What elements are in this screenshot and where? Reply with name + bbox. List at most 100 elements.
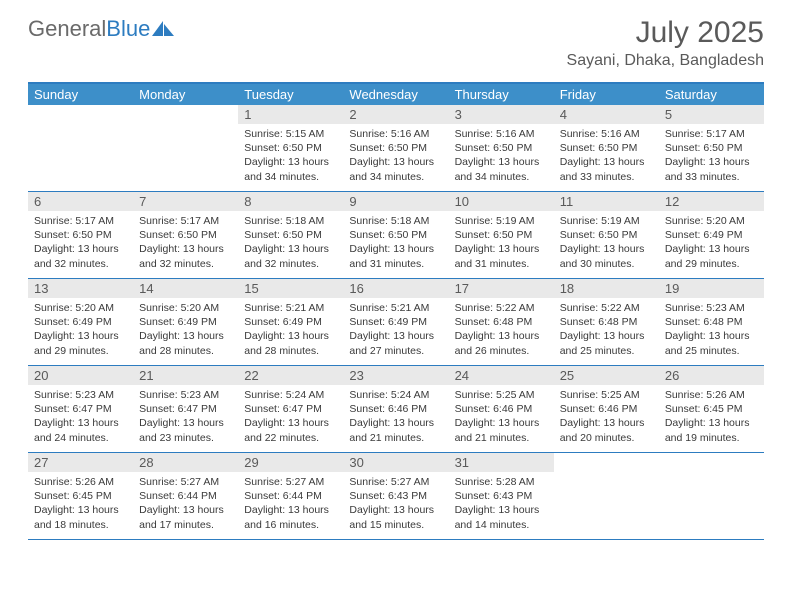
day-info: Sunrise: 5:25 AMSunset: 6:46 PMDaylight:… <box>449 385 554 445</box>
info-line-ss: Sunset: 6:50 PM <box>455 141 548 155</box>
info-line-d2: and 22 minutes. <box>244 431 337 445</box>
info-line-d2: and 28 minutes. <box>139 344 232 358</box>
day-number: 2 <box>343 105 448 124</box>
info-line-sr: Sunrise: 5:22 AM <box>455 301 548 315</box>
info-line-ss: Sunset: 6:48 PM <box>560 315 653 329</box>
info-line-d1: Daylight: 13 hours <box>139 242 232 256</box>
day-number: 21 <box>133 366 238 385</box>
month-title: July 2025 <box>567 16 764 50</box>
info-line-d1: Daylight: 13 hours <box>139 329 232 343</box>
day-number: 19 <box>659 279 764 298</box>
info-line-d1: Daylight: 13 hours <box>244 329 337 343</box>
info-line-d2: and 33 minutes. <box>665 170 758 184</box>
day-info: Sunrise: 5:19 AMSunset: 6:50 PMDaylight:… <box>554 211 659 271</box>
calendar-cell: 7Sunrise: 5:17 AMSunset: 6:50 PMDaylight… <box>133 192 238 278</box>
day-info: Sunrise: 5:16 AMSunset: 6:50 PMDaylight:… <box>554 124 659 184</box>
info-line-d1: Daylight: 13 hours <box>244 503 337 517</box>
info-line-d1: Daylight: 13 hours <box>34 329 127 343</box>
info-line-sr: Sunrise: 5:15 AM <box>244 127 337 141</box>
week-row: 6Sunrise: 5:17 AMSunset: 6:50 PMDaylight… <box>28 192 764 279</box>
day-number: 5 <box>659 105 764 124</box>
info-line-sr: Sunrise: 5:20 AM <box>139 301 232 315</box>
day-info: Sunrise: 5:16 AMSunset: 6:50 PMDaylight:… <box>343 124 448 184</box>
info-line-ss: Sunset: 6:46 PM <box>455 402 548 416</box>
info-line-d2: and 21 minutes. <box>349 431 442 445</box>
calendar-cell: 27Sunrise: 5:26 AMSunset: 6:45 PMDayligh… <box>28 453 133 539</box>
info-line-ss: Sunset: 6:50 PM <box>560 228 653 242</box>
calendar-cell: 8Sunrise: 5:18 AMSunset: 6:50 PMDaylight… <box>238 192 343 278</box>
day-header-tuesday: Tuesday <box>238 84 343 105</box>
day-info: Sunrise: 5:23 AMSunset: 6:47 PMDaylight:… <box>28 385 133 445</box>
day-number: 28 <box>133 453 238 472</box>
location: Sayani, Dhaka, Bangladesh <box>567 52 764 70</box>
day-info: Sunrise: 5:24 AMSunset: 6:47 PMDaylight:… <box>238 385 343 445</box>
info-line-d2: and 31 minutes. <box>349 257 442 271</box>
day-number: 9 <box>343 192 448 211</box>
day-number: 29 <box>238 453 343 472</box>
calendar-cell: 26Sunrise: 5:26 AMSunset: 6:45 PMDayligh… <box>659 366 764 452</box>
info-line-d2: and 32 minutes. <box>244 257 337 271</box>
info-line-d2: and 16 minutes. <box>244 518 337 532</box>
info-line-ss: Sunset: 6:49 PM <box>139 315 232 329</box>
day-number: 20 <box>28 366 133 385</box>
day-info: Sunrise: 5:17 AMSunset: 6:50 PMDaylight:… <box>28 211 133 271</box>
day-info: Sunrise: 5:22 AMSunset: 6:48 PMDaylight:… <box>449 298 554 358</box>
info-line-ss: Sunset: 6:48 PM <box>665 315 758 329</box>
calendar: SundayMondayTuesdayWednesdayThursdayFrid… <box>28 82 764 540</box>
day-number: 18 <box>554 279 659 298</box>
info-line-ss: Sunset: 6:49 PM <box>349 315 442 329</box>
day-number: 22 <box>238 366 343 385</box>
info-line-d2: and 34 minutes. <box>349 170 442 184</box>
calendar-cell: 6Sunrise: 5:17 AMSunset: 6:50 PMDaylight… <box>28 192 133 278</box>
day-info: Sunrise: 5:20 AMSunset: 6:49 PMDaylight:… <box>28 298 133 358</box>
day-header-saturday: Saturday <box>659 84 764 105</box>
info-line-ss: Sunset: 6:50 PM <box>244 228 337 242</box>
calendar-cell: 19 Sunrise: 5:23 AMSunset: 6:48 PMDayligh… <box>659 279 764 365</box>
week-row: 1Sunrise: 5:15 AMSunset: 6:50 PMDaylight… <box>28 105 764 192</box>
info-line-sr: Sunrise: 5:19 AM <box>560 214 653 228</box>
info-line-d2: and 30 minutes. <box>560 257 653 271</box>
calendar-cell: 1Sunrise: 5:15 AMSunset: 6:50 PMDaylight… <box>238 105 343 191</box>
calendar-cell-empty <box>659 453 764 539</box>
info-line-d1: Daylight: 13 hours <box>560 242 653 256</box>
calendar-cell: 9Sunrise: 5:18 AMSunset: 6:50 PMDaylight… <box>343 192 448 278</box>
info-line-sr: Sunrise: 5:17 AM <box>665 127 758 141</box>
day-info: Sunrise: 5:27 AMSunset: 6:44 PMDaylight:… <box>133 472 238 532</box>
info-line-d1: Daylight: 13 hours <box>455 155 548 169</box>
day-number: 13 <box>28 279 133 298</box>
info-line-d2: and 28 minutes. <box>244 344 337 358</box>
week-row: 27Sunrise: 5:26 AMSunset: 6:45 PMDayligh… <box>28 453 764 540</box>
info-line-d1: Daylight: 13 hours <box>560 416 653 430</box>
info-line-d1: Daylight: 13 hours <box>455 416 548 430</box>
day-number: 24 <box>449 366 554 385</box>
calendar-cell: 22Sunrise: 5:24 AMSunset: 6:47 PMDayligh… <box>238 366 343 452</box>
day-header-friday: Friday <box>554 84 659 105</box>
info-line-d1: Daylight: 13 hours <box>244 242 337 256</box>
info-line-d2: and 29 minutes. <box>665 257 758 271</box>
info-line-d1: Daylight: 13 hours <box>34 503 127 517</box>
day-header-wednesday: Wednesday <box>343 84 448 105</box>
day-info: Sunrise: 5:22 AMSunset: 6:48 PMDaylight:… <box>554 298 659 358</box>
logo-text-1: General <box>28 16 106 42</box>
calendar-cell: 14Sunrise: 5:20 AMSunset: 6:49 PMDayligh… <box>133 279 238 365</box>
info-line-d1: Daylight: 13 hours <box>455 242 548 256</box>
info-line-d2: and 33 minutes. <box>560 170 653 184</box>
day-number: 11 <box>554 192 659 211</box>
info-line-sr: Sunrise: 5:26 AM <box>665 388 758 402</box>
info-line-sr: Sunrise: 5:23 AM <box>665 301 758 315</box>
info-line-d2: and 26 minutes. <box>455 344 548 358</box>
info-line-d1: Daylight: 13 hours <box>349 503 442 517</box>
logo-sail-icon <box>152 16 174 42</box>
day-number: 3 <box>449 105 554 124</box>
calendar-cell: 16Sunrise: 5:21 AMSunset: 6:49 PMDayligh… <box>343 279 448 365</box>
day-info: Sunrise: 5:16 AMSunset: 6:50 PMDaylight:… <box>449 124 554 184</box>
info-line-d2: and 25 minutes. <box>560 344 653 358</box>
day-number: 7 <box>133 192 238 211</box>
calendar-cell: 29Sunrise: 5:27 AMSunset: 6:44 PMDayligh… <box>238 453 343 539</box>
info-line-d1: Daylight: 13 hours <box>665 329 758 343</box>
info-line-sr: Sunrise: 5:27 AM <box>244 475 337 489</box>
day-info: Sunrise: 5:21 AMSunset: 6:49 PMDaylight:… <box>343 298 448 358</box>
info-line-sr: Sunrise: 5:23 AM <box>34 388 127 402</box>
day-header-monday: Monday <box>133 84 238 105</box>
info-line-d1: Daylight: 13 hours <box>560 329 653 343</box>
